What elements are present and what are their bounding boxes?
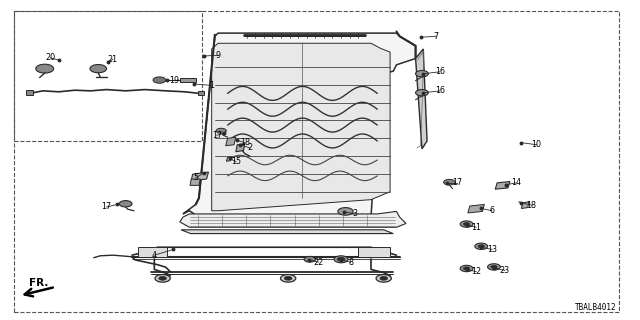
- Bar: [14, 11, 202, 141]
- Text: 12: 12: [471, 267, 481, 276]
- Text: 11: 11: [471, 223, 481, 232]
- Text: 15: 15: [231, 157, 241, 166]
- Circle shape: [90, 65, 106, 73]
- Text: 7: 7: [433, 32, 438, 41]
- Polygon shape: [212, 43, 390, 211]
- Polygon shape: [358, 247, 390, 257]
- Text: 10: 10: [532, 140, 541, 149]
- Text: TBALB4012: TBALB4012: [575, 303, 616, 312]
- Polygon shape: [522, 202, 529, 209]
- Text: FR.: FR.: [29, 277, 48, 288]
- Circle shape: [460, 221, 473, 227]
- Circle shape: [376, 275, 392, 282]
- Text: 18: 18: [527, 201, 536, 210]
- Polygon shape: [180, 212, 406, 227]
- Polygon shape: [191, 172, 209, 180]
- Text: 9: 9: [216, 51, 221, 60]
- Text: 13: 13: [487, 245, 497, 254]
- Polygon shape: [198, 91, 204, 95]
- Circle shape: [338, 208, 353, 215]
- Polygon shape: [26, 90, 33, 95]
- Text: 17: 17: [452, 178, 462, 187]
- Circle shape: [491, 265, 497, 268]
- Text: 22: 22: [314, 258, 324, 267]
- Text: 3: 3: [353, 209, 358, 219]
- Text: 20: 20: [45, 53, 56, 62]
- Text: 6: 6: [490, 206, 495, 215]
- Polygon shape: [227, 157, 232, 161]
- Polygon shape: [236, 143, 245, 152]
- Text: 8: 8: [348, 258, 353, 267]
- Text: 21: 21: [108, 55, 118, 64]
- Circle shape: [153, 77, 166, 83]
- Circle shape: [415, 70, 428, 77]
- Circle shape: [488, 264, 500, 270]
- Text: 19: 19: [170, 76, 180, 84]
- Text: 23: 23: [500, 266, 510, 275]
- Polygon shape: [138, 247, 167, 257]
- Text: 5: 5: [193, 173, 198, 182]
- Text: 14: 14: [511, 178, 521, 187]
- Text: 2: 2: [247, 143, 252, 152]
- Text: 17: 17: [102, 203, 111, 212]
- Circle shape: [334, 256, 348, 263]
- Circle shape: [284, 276, 292, 280]
- Text: 17: 17: [212, 131, 222, 140]
- Circle shape: [36, 64, 54, 73]
- Circle shape: [159, 276, 166, 280]
- Circle shape: [444, 179, 455, 185]
- Polygon shape: [415, 49, 427, 149]
- Circle shape: [415, 90, 428, 96]
- Circle shape: [304, 256, 316, 262]
- Circle shape: [280, 275, 296, 282]
- Circle shape: [460, 265, 473, 272]
- Circle shape: [463, 267, 470, 270]
- Circle shape: [216, 128, 227, 133]
- Text: 1: 1: [209, 81, 214, 90]
- Polygon shape: [226, 137, 236, 146]
- Polygon shape: [181, 230, 394, 234]
- Circle shape: [337, 257, 345, 261]
- Text: 18: 18: [240, 138, 250, 147]
- Polygon shape: [495, 181, 510, 189]
- Text: 16: 16: [435, 86, 445, 95]
- Polygon shape: [183, 33, 415, 217]
- Circle shape: [119, 201, 132, 207]
- Circle shape: [478, 245, 484, 248]
- Circle shape: [380, 276, 388, 280]
- Polygon shape: [180, 77, 196, 82]
- Circle shape: [155, 275, 170, 282]
- Circle shape: [463, 222, 470, 226]
- Polygon shape: [468, 204, 484, 213]
- Text: 4: 4: [152, 251, 157, 260]
- Circle shape: [475, 243, 488, 250]
- Text: 16: 16: [435, 67, 445, 76]
- Polygon shape: [190, 179, 200, 185]
